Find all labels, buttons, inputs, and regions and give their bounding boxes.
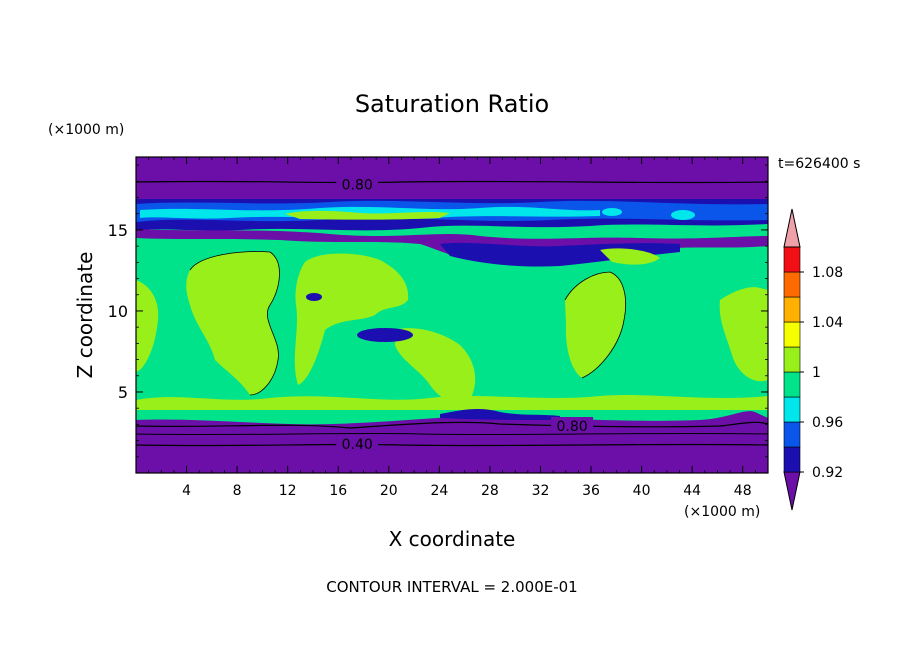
upper-cyan-band xyxy=(140,206,600,220)
x-tick-label: 16 xyxy=(329,483,347,499)
colorbar-tick-label: 1 xyxy=(812,365,821,381)
cloud-region-7 xyxy=(600,248,660,265)
y-unit-label: (×1000 m) xyxy=(48,122,124,138)
colorbar-tick-label: 0.92 xyxy=(812,465,843,481)
cloud-region-5 xyxy=(719,287,768,382)
x-tick-label: 40 xyxy=(633,483,651,499)
y-axis-label: Z coordinate xyxy=(73,252,97,379)
colorbar-swatch xyxy=(783,421,801,448)
lower-blue-fringe xyxy=(440,408,560,420)
contour-field xyxy=(136,157,768,473)
cloud-region-1 xyxy=(186,251,280,395)
chart-title: Saturation Ratio xyxy=(355,90,549,118)
y-tick-label: 15 xyxy=(108,221,128,240)
colorbar-swatch xyxy=(783,296,801,323)
x-tick-label: 8 xyxy=(233,483,242,499)
contour-label-bg xyxy=(336,434,379,451)
contour-label-bg xyxy=(336,175,379,192)
y-axis-ticks: 5 10 15 xyxy=(108,164,768,458)
x-tick-label: 20 xyxy=(380,483,398,499)
colorbar-swatch xyxy=(783,446,801,473)
blue-pocket-1 xyxy=(357,328,413,342)
lower-moist-fringe xyxy=(136,395,768,410)
contour-line-080-lower xyxy=(136,421,768,429)
contour-line-040 xyxy=(136,443,768,447)
colorbar-under-triangle xyxy=(783,471,801,511)
contour-line-cloud-1 xyxy=(189,251,280,396)
x-tick-label: 28 xyxy=(481,483,499,499)
x-tick-label: 44 xyxy=(683,483,701,499)
time-label: t=626400 s xyxy=(778,156,860,172)
x-tick-label: 24 xyxy=(430,483,448,499)
colorbar: 0.92 0.96 1 1.04 1.08 xyxy=(783,208,843,511)
cloud-region-4 xyxy=(565,272,626,378)
upper-dry-band xyxy=(136,157,768,199)
x-tick-label: 4 xyxy=(182,483,191,499)
colorbar-swatch xyxy=(783,346,801,373)
cyan-pocket-2 xyxy=(602,208,622,216)
contour-label: 0.40 xyxy=(342,437,373,453)
cloud-region-6 xyxy=(136,280,159,372)
contour-line-060 xyxy=(136,432,768,436)
colorbar-swatch xyxy=(783,321,801,348)
contour-label: 0.80 xyxy=(556,419,587,435)
contour-labels: 0.80 0.80 0.40 xyxy=(336,175,594,453)
contour-interval-footer: CONTOUR INTERVAL = 2.000E-01 xyxy=(326,578,577,596)
contour-line-cloud-4 xyxy=(564,271,627,379)
colorbar-swatch xyxy=(783,271,801,298)
cloud-region-2 xyxy=(294,253,409,385)
contour-line-080-upper xyxy=(136,180,768,184)
contour-label: 0.80 xyxy=(342,178,373,194)
x-tick-label: 48 xyxy=(734,483,752,499)
x-unit-label: (×1000 m) xyxy=(684,504,760,520)
upper-green-patch xyxy=(285,210,450,220)
colorbar-tick-label: 0.96 xyxy=(812,415,843,431)
x-axis-label: X coordinate xyxy=(389,527,516,551)
y-tick-label: 5 xyxy=(118,383,128,402)
cyan-pocket-1 xyxy=(671,210,695,220)
colorbar-swatch xyxy=(783,246,801,273)
colorbar-over-triangle xyxy=(783,208,801,248)
x-axis-ticks: 4 8 12 16 20 24 28 32 36 40 44 48 xyxy=(148,157,756,499)
contour-label-bg xyxy=(551,417,594,434)
colorbar-tick-label: 1.08 xyxy=(812,265,843,281)
colorbar-tick-label: 1.04 xyxy=(812,315,843,331)
colorbar-swatch xyxy=(783,396,801,423)
x-tick-label: 32 xyxy=(532,483,550,499)
y-tick-label: 10 xyxy=(108,302,128,321)
blue-pocket-2 xyxy=(306,293,322,301)
x-tick-label: 12 xyxy=(279,483,297,499)
x-tick-label: 36 xyxy=(582,483,600,499)
cloud-region-3 xyxy=(395,328,476,405)
colorbar-swatch xyxy=(783,371,801,398)
